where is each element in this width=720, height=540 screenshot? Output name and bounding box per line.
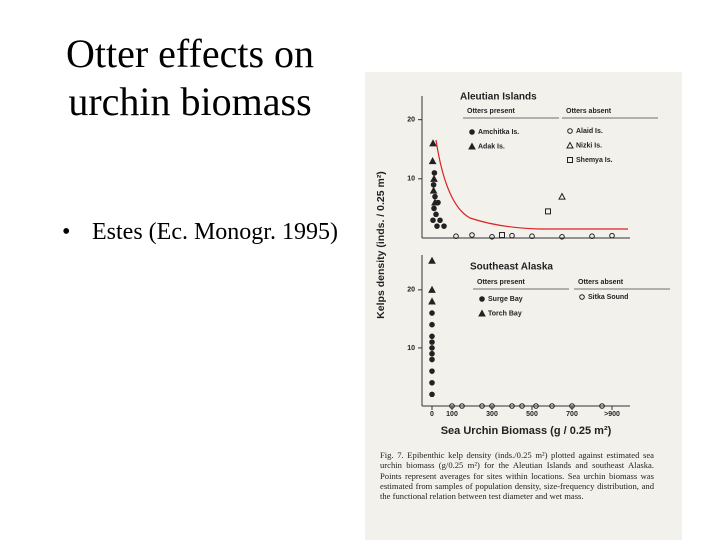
y-tick-label: 10 <box>407 176 415 183</box>
x-tick-label: >900 <box>604 411 620 418</box>
point <box>519 403 525 409</box>
point <box>559 234 565 240</box>
x-tick-label: 700 <box>566 411 578 418</box>
point <box>509 232 515 239</box>
point <box>429 368 435 374</box>
y-tick-label: 20 <box>407 117 415 124</box>
x-tick-label: 300 <box>486 411 498 418</box>
legend-heading: Otters absent <box>578 279 624 286</box>
point <box>609 232 615 239</box>
point <box>428 256 436 264</box>
point <box>429 333 435 340</box>
legend-label: Adak Is. <box>478 143 505 150</box>
point <box>429 345 435 351</box>
point <box>428 157 437 165</box>
y-tick-label: 20 <box>407 287 415 294</box>
point <box>429 186 438 194</box>
legend-label: Amchitka Is. <box>478 129 519 136</box>
legend-label: Torch Bay <box>488 310 522 317</box>
point <box>429 321 435 328</box>
legend-label: Sitka Sound <box>588 294 628 301</box>
point <box>469 232 475 238</box>
point <box>545 208 551 215</box>
point <box>431 198 439 206</box>
legend-heading: Otters present <box>477 279 526 286</box>
point <box>479 296 485 302</box>
legend-label: Surge Bay <box>488 296 523 303</box>
point <box>441 223 447 229</box>
point <box>529 233 535 240</box>
point <box>567 128 573 134</box>
legend-heading: Otters absent <box>566 108 612 115</box>
legend-heading: Otters present <box>467 108 516 115</box>
point <box>533 403 539 409</box>
point <box>431 170 438 176</box>
y-axis-label: Kelps density (inds. / 0.25 m²) <box>375 171 387 319</box>
point <box>599 403 605 409</box>
point <box>431 205 437 212</box>
point <box>489 234 495 240</box>
point <box>430 181 437 188</box>
point <box>579 294 585 300</box>
point <box>429 139 437 147</box>
point <box>434 223 440 229</box>
x-tick-label: 0 <box>430 411 434 418</box>
point <box>428 285 436 293</box>
point <box>429 379 435 386</box>
point <box>432 193 438 200</box>
legend-label: Nizki Is. <box>576 142 602 149</box>
panel-title: Southeast Alaska <box>470 262 553 273</box>
point <box>499 232 505 239</box>
point <box>478 309 486 317</box>
x-tick-label: 500 <box>526 411 538 418</box>
fit-curve <box>435 139 628 230</box>
point <box>589 233 595 240</box>
x-tick-label: 100 <box>446 411 458 418</box>
point <box>468 142 476 150</box>
point <box>430 217 436 224</box>
point <box>429 356 435 363</box>
x-axis-label: Sea Urchin Biomass (g / 0.25 m²) <box>441 425 612 437</box>
point <box>429 391 435 398</box>
point <box>566 141 574 149</box>
point <box>567 157 573 163</box>
bullet-list: Estes (Ec. Monogr. 1995) <box>62 218 352 247</box>
slide-title: Otter effects on urchin biomass <box>65 31 315 124</box>
point <box>428 297 436 305</box>
figure-caption: Fig. 7. Epibenthic kelp density (inds./0… <box>380 450 654 502</box>
point <box>469 129 475 135</box>
figure-background <box>365 72 682 540</box>
point <box>429 310 435 316</box>
point <box>433 211 439 218</box>
point <box>430 174 438 182</box>
bullet: Estes (Ec. Monogr. 1995) <box>62 218 352 247</box>
point <box>549 403 555 409</box>
point <box>429 339 435 345</box>
point <box>453 233 459 240</box>
point <box>509 403 515 409</box>
point <box>479 403 485 409</box>
point <box>459 403 465 409</box>
legend-label: Shemya Is. <box>576 157 613 164</box>
point <box>437 217 443 224</box>
point <box>429 350 435 357</box>
panel-title: Aleutian Islands <box>460 92 537 103</box>
y-tick-label: 10 <box>407 345 415 352</box>
point <box>558 192 566 200</box>
legend-label: Alaid Is. <box>576 128 603 135</box>
